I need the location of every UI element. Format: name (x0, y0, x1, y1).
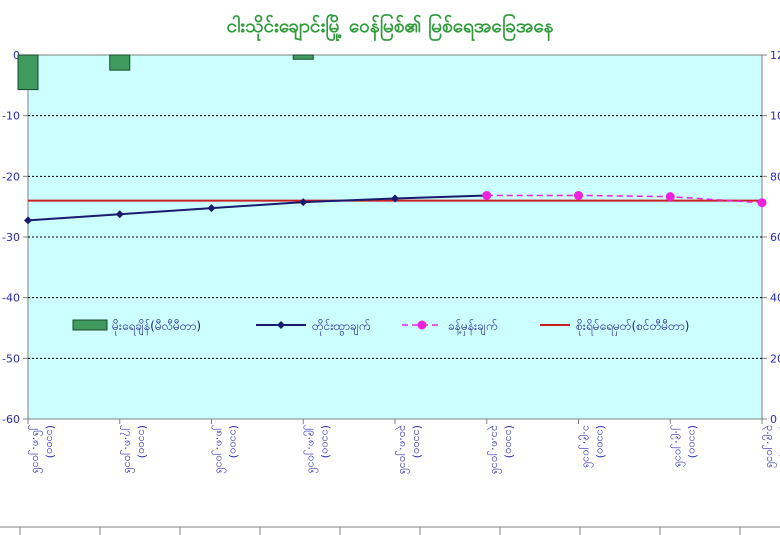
right-axis-tick-label: 1200 (770, 49, 780, 62)
x-axis-tick-label: (၁၁၀၀) (503, 425, 516, 458)
x-axis-tick-label: (၁၁၀၀) (686, 425, 699, 458)
left-axis-tick-label: -10 (2, 110, 20, 123)
left-axis-tick-label: -50 (2, 352, 20, 365)
x-axis-tick-label: ၃၁.၈.၂၀၁၆ (487, 425, 502, 475)
x-axis-tick-label: ၂၉.၈.၂၀၁၆ (303, 425, 318, 474)
x-axis-tick-label-group: ၂၆.၈.၂၀၁၆ (၁၁၀၀) (28, 425, 57, 474)
legend-label-forecast: ခန့်မှန်းချက် (448, 318, 497, 336)
right-axis-tick-label: 800 (770, 170, 780, 183)
rainfall-bar (17, 54, 39, 91)
legend-label-observed: တိုင်းထွာချက် (312, 318, 370, 336)
x-axis-tick-label: ၂၇.၈.၂၀၁၆ (120, 425, 135, 474)
x-axis-tick-label: ၂၈.၈.၂၀၁၆ (212, 425, 227, 474)
x-axis-tick-label-group: ၂၈.၈.၂၀၁၆ (၁၁၀၀) (212, 425, 241, 474)
x-axis-tick-label: (၁၁၀၀) (319, 425, 332, 458)
legend-swatch-rainfall (72, 319, 108, 331)
x-axis-tick-label-group: ၁.၉.၂၀၁၆ (၁၁၀၀) (579, 425, 608, 468)
x-axis-tick-label: ၃၀.၈.၂၀၁၆ (395, 425, 410, 475)
x-axis-tick-label-group: ၃၀.၈.၂၀၁၆ (၁၁၀၀) (395, 425, 424, 475)
left-axis-tick-label: -20 (2, 170, 20, 183)
x-axis-tick-label: (၁၁၀၀) (136, 425, 149, 458)
x-axis-tick-label: (၁၁၀၀) (595, 425, 608, 458)
plot-area (27, 54, 763, 420)
forecast-point (574, 190, 583, 200)
left-axis-tick-label: -40 (2, 292, 20, 305)
observed-point (24, 216, 32, 225)
chart-title: ငါးသိုင်းချောင်းမြို့ ဝေန်မြစ်၏ မြစ်ရေအခ… (226, 15, 554, 37)
left-axis-tick-label: -30 (2, 231, 20, 244)
x-axis-tick-label-group: ၂.၉.၂၀၁၆ (၁၁၀၀) (670, 425, 699, 468)
left-axis-tick-label: -60 (2, 413, 20, 426)
x-axis-tick-label: (၁၁၀၀) (228, 425, 241, 458)
right-axis-tick-label: 200 (770, 352, 780, 365)
right-axis-tick-label: 400 (770, 292, 780, 305)
forecast-point (665, 192, 675, 202)
forecast-point (757, 198, 767, 208)
right-axis-tick-label: 1000 (770, 110, 780, 123)
forecast-point (482, 190, 492, 200)
legend-label-rainfall: မိုးရေချိန်(မီလီမီတာ) (112, 318, 201, 336)
observed-point (299, 198, 308, 207)
legend-marker-forecast (417, 320, 427, 330)
legend-marker-observed (277, 321, 285, 329)
x-axis-tick-label-group: ၂၉.၈.၂၀၁၆ (၁၁၀၀) (303, 425, 332, 474)
right-axis-tick-label: 0 (770, 413, 777, 426)
observed-point (391, 194, 399, 203)
x-axis-tick-label-group: ၃.၉.၂၀၁၆ (၁၁၀၀) (762, 425, 780, 468)
x-axis-tick-label: ၂.၉.၂၀၁၆ (670, 425, 685, 468)
right-axis-tick-label: 600 (770, 231, 780, 244)
x-axis-tick-label: ၃.၉.၂၀၁၆ (762, 425, 777, 468)
left-axis-tick-label: 0 (13, 49, 20, 62)
x-axis-tick-label: ၁.၉.၂၀၁၆ (579, 425, 594, 468)
observed-point (115, 210, 124, 219)
observed-line (27, 194, 487, 222)
x-axis-tick-label-group: ၃၁.၈.၂၀၁၆ (၁၁၀၀) (487, 425, 516, 475)
observed-point (207, 204, 216, 213)
forecast-line (486, 194, 763, 204)
x-axis-tick-label-group: ၂၇.၈.၂၀၁၆ (၁၁၀၀) (120, 425, 149, 474)
rainfall-bar (109, 54, 131, 71)
rainfall-bar (292, 54, 314, 60)
x-axis-tick-label: (၁၁၀၀) (778, 425, 780, 458)
x-axis-tick-label: (၁၁၀၀) (411, 425, 424, 458)
legend-label-danger: စိုးရိမ်ရေမှတ်(စင်တီမီတာ) (576, 318, 689, 336)
x-axis-tick-label: ၂၆.၈.၂၀၁၆ (28, 425, 43, 474)
x-axis-tick-label: (၁၁၀၀) (44, 425, 57, 458)
